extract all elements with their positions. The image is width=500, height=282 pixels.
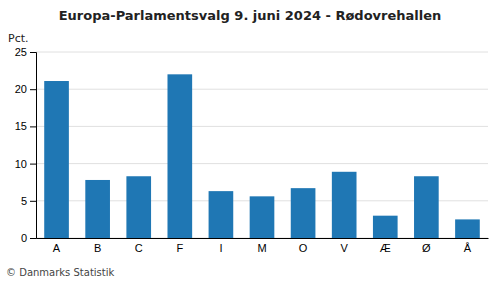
chart-container: 0 5 10 15 20 25 A B C F I M O V Æ Ø Å Pct. Europa-Parlamen… [0, 0, 500, 282]
y-tick-label: 25 [15, 46, 27, 58]
x-tick: B [94, 242, 101, 254]
bar [85, 180, 110, 238]
y-tick: 10 [15, 158, 36, 170]
y-tick: 25 [15, 46, 36, 58]
bar [414, 176, 439, 238]
grid-line [36, 52, 488, 53]
x-tick: Æ [380, 242, 391, 254]
y-tick-label: 5 [21, 195, 27, 207]
grid [36, 52, 488, 238]
x-tick-label: M [257, 242, 266, 254]
x-tick: Å [464, 242, 472, 254]
chart-svg: 0 5 10 15 20 25 A B C F I M O V Æ Ø Å Pct. Europa-Parlamen… [0, 0, 500, 282]
bar [126, 176, 151, 238]
y-tick-label: 20 [15, 83, 27, 95]
x-tick: F [176, 242, 183, 254]
y-axis: 0 5 10 15 20 25 [15, 46, 37, 244]
y-tick: 15 [15, 120, 36, 132]
y-tick-label: 10 [15, 158, 27, 170]
bar [332, 172, 357, 238]
bar [455, 219, 480, 238]
footer: © Danmarks Statistik [6, 267, 115, 278]
y-tick-mark [30, 52, 36, 53]
grid-line [36, 89, 488, 90]
bar [291, 188, 316, 238]
x-tick: C [135, 242, 143, 254]
x-tick-label: O [299, 242, 308, 254]
y-tick-mark [30, 164, 36, 165]
bar [167, 74, 192, 238]
y-tick: 5 [21, 195, 36, 207]
x-tick-label: V [341, 242, 349, 254]
x-tick: I [219, 242, 222, 254]
x-tick-label: Å [464, 242, 472, 254]
y-tick: 20 [15, 83, 36, 95]
grid-line [36, 126, 488, 127]
y-tick-mark [30, 89, 36, 90]
x-tick-label: F [176, 242, 183, 254]
y-axis-line [30, 53, 37, 239]
y-label: Pct. [8, 32, 29, 45]
x-tick: M [257, 242, 266, 254]
x-tick: A [53, 242, 61, 254]
bar [44, 81, 69, 238]
title: Europa-Parlamentsvalg 9. juni 2024 - Rød… [59, 8, 442, 23]
x-tick-label: Ø [422, 242, 431, 254]
x-tick-label: B [94, 242, 101, 254]
grid-line [36, 163, 488, 164]
x-axis: ABCFIMOVÆØÅ [37, 239, 489, 254]
x-tick: O [299, 242, 308, 254]
y-tick-label: 15 [15, 120, 27, 132]
x-tick-label: A [53, 242, 61, 254]
y-tick: 0 [21, 232, 36, 244]
y-tick-mark [30, 126, 36, 127]
plot-area: 0 5 10 15 20 25 A B C F I M O V Æ Ø Å [15, 46, 489, 254]
y-tick-label: 0 [21, 232, 27, 244]
x-tick-label: I [219, 242, 222, 254]
x-axis-line [37, 238, 489, 239]
bar [250, 196, 275, 238]
y-tick-mark [30, 201, 36, 202]
y-tick-mark [30, 238, 36, 239]
bar [209, 191, 234, 238]
x-tick: V [341, 242, 349, 254]
x-tick: Ø [422, 242, 431, 254]
x-tick-label: C [135, 242, 143, 254]
bars [44, 74, 480, 238]
bar [373, 216, 398, 238]
x-tick-label: Æ [380, 242, 391, 254]
